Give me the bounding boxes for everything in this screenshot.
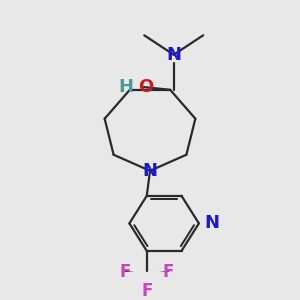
Text: F: F (162, 263, 174, 281)
Text: F: F (141, 282, 152, 300)
Text: N: N (166, 46, 181, 64)
Text: N: N (142, 162, 158, 180)
Text: O: O (138, 78, 153, 96)
Text: H: H (118, 78, 134, 96)
Text: N: N (204, 214, 219, 232)
Text: F: F (120, 263, 131, 281)
